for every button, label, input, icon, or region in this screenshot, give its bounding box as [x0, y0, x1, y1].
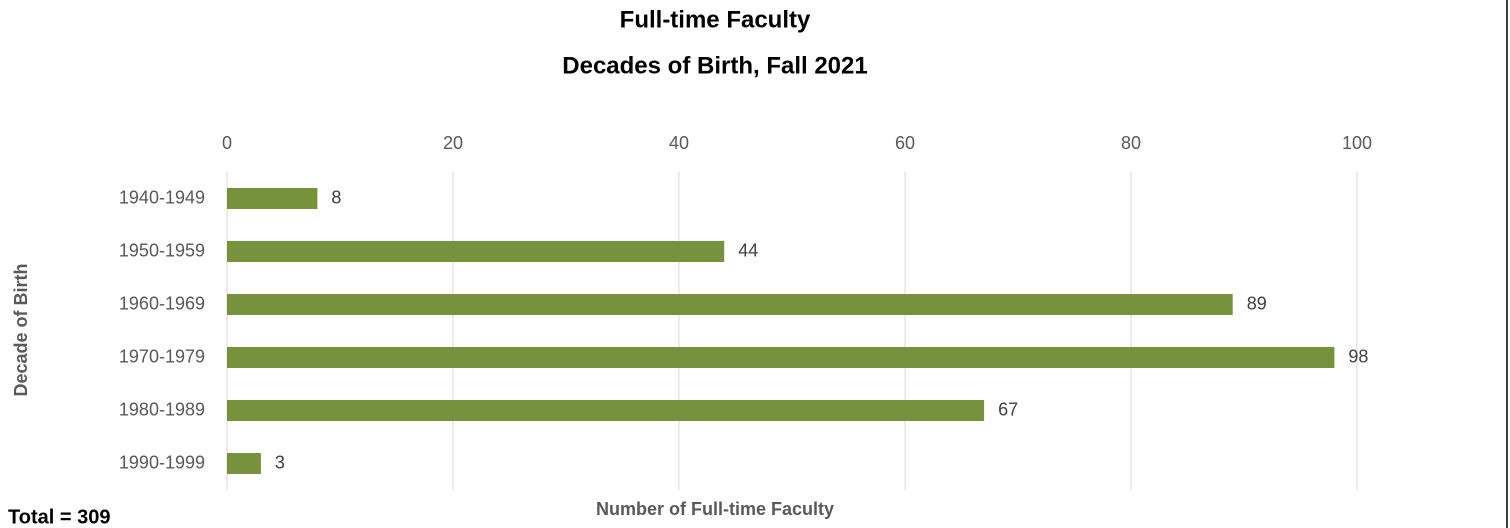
bar — [227, 400, 985, 421]
y-tick-label: 1940-1949 — [119, 187, 205, 207]
data-label: 67 — [998, 399, 1018, 419]
bar — [227, 188, 318, 209]
y-tick-label: 1950-1959 — [119, 240, 205, 260]
x-axis-title: Number of Full-time Faculty — [596, 499, 834, 519]
x-tick-label: 80 — [1121, 133, 1141, 153]
bar — [227, 453, 261, 474]
chart-subtitle: Decades of Birth, Fall 2021 — [562, 52, 867, 79]
x-tick-label: 40 — [669, 133, 689, 153]
y-tick-label: 1970-1979 — [119, 346, 205, 366]
data-label: 44 — [738, 240, 758, 260]
data-label: 89 — [1247, 293, 1267, 313]
data-label: 8 — [331, 187, 341, 207]
y-tick-label: 1990-1999 — [119, 452, 205, 472]
bar — [227, 347, 1335, 368]
x-tick-label: 20 — [443, 133, 463, 153]
chart-title: Full-time Faculty — [620, 6, 811, 33]
bar — [227, 241, 725, 262]
x-tick-label: 0 — [222, 133, 232, 153]
y-tick-label: 1960-1969 — [119, 293, 205, 313]
total-annotation: Total = 309 — [8, 506, 110, 528]
y-tick-label: 1980-1989 — [119, 399, 205, 419]
x-tick-label: 100 — [1342, 133, 1372, 153]
x-tick-label: 60 — [895, 133, 915, 153]
y-axis-title: Decade of Birth — [11, 263, 31, 396]
data-label: 98 — [1348, 346, 1368, 366]
data-label: 3 — [275, 452, 285, 472]
bar — [227, 294, 1233, 315]
